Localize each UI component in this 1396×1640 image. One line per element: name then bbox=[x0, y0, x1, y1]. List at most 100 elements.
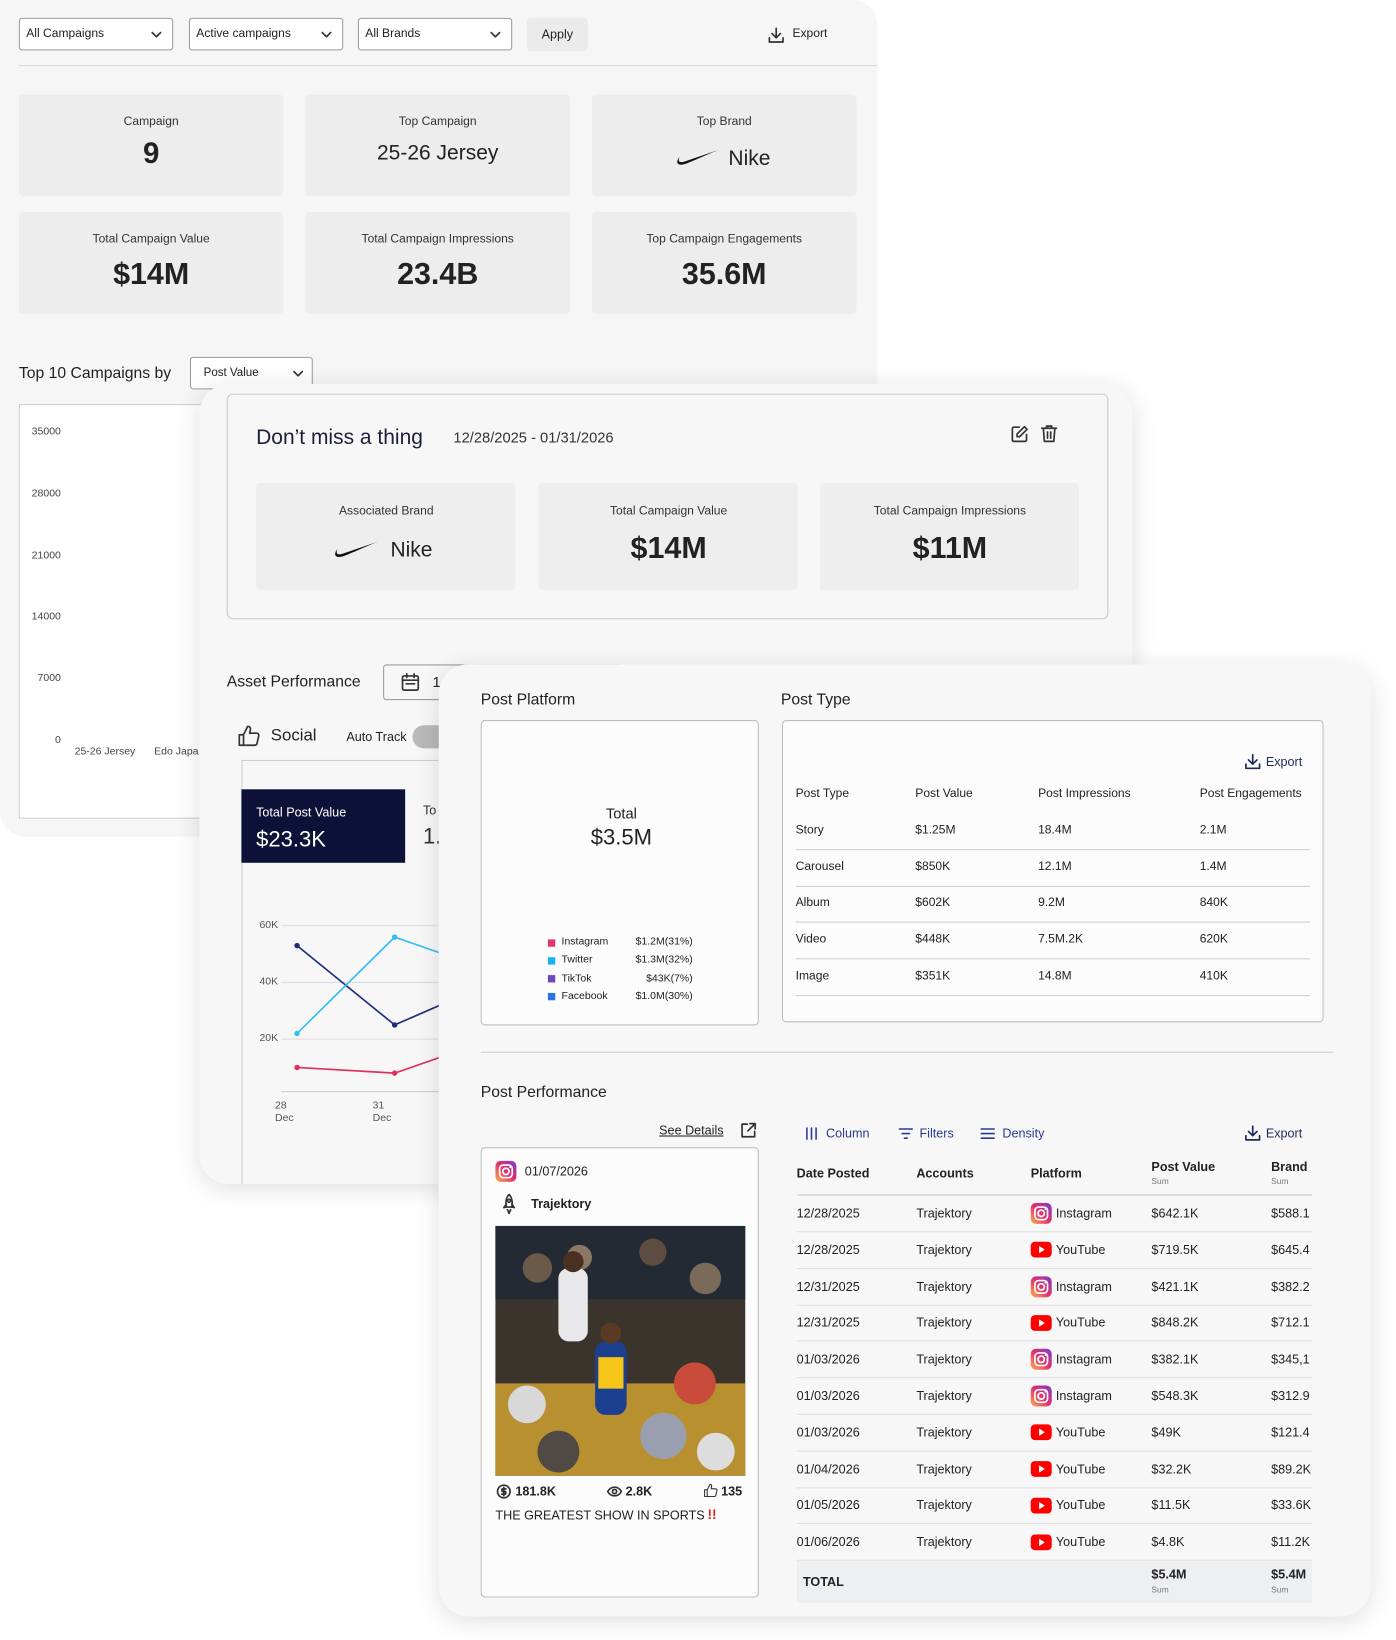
table-cell: YouTube bbox=[1055, 1461, 1106, 1477]
column-note: Sum bbox=[1271, 1176, 1289, 1187]
kpi-label: Total Campaign Impressions bbox=[873, 504, 1027, 518]
kpi-value: $14M bbox=[630, 531, 707, 566]
table-cell: $32.2K bbox=[1151, 1461, 1192, 1477]
chevron-part bbox=[490, 31, 501, 38]
instagram-icon-part bbox=[1034, 1352, 1049, 1367]
instagram-icon bbox=[1030, 1275, 1052, 1297]
table-cell: Trajektory bbox=[916, 1461, 972, 1477]
table-cell: 12/28/2025 bbox=[796, 1205, 860, 1221]
table-cell: $421.1K bbox=[1151, 1278, 1199, 1294]
total-row bbox=[796, 1560, 1313, 1603]
views-icon-part bbox=[606, 1486, 623, 1497]
post-image-part bbox=[639, 1238, 667, 1266]
post-image bbox=[495, 1225, 746, 1476]
export-label[interactable]: Export bbox=[1265, 1126, 1303, 1141]
filter-dropdown[interactable] bbox=[18, 17, 174, 51]
toolbar-icon-part bbox=[898, 1128, 914, 1139]
table-cell: 2.1M bbox=[1199, 824, 1227, 837]
filter-dropdown[interactable] bbox=[357, 17, 513, 51]
export-label[interactable]: Export bbox=[1265, 754, 1303, 770]
section-title: Post Type bbox=[780, 690, 851, 709]
delete-icon[interactable] bbox=[1040, 424, 1058, 443]
value-icon-part bbox=[500, 1486, 507, 1497]
summary-label: To bbox=[422, 802, 437, 818]
table-cell: Trajektory bbox=[916, 1205, 972, 1221]
y-tick-label: 35000 bbox=[31, 426, 61, 438]
table-cell: Trajektory bbox=[916, 1424, 972, 1440]
kpi-value: 9 bbox=[142, 136, 160, 170]
edit-icon-part bbox=[1011, 426, 1028, 443]
table-cell: 01/03/2026 bbox=[796, 1388, 860, 1404]
table-cell: 01/04/2026 bbox=[796, 1461, 860, 1477]
apply-label[interactable]: Apply bbox=[541, 27, 574, 42]
kpi-label: Total Campaign Impressions bbox=[361, 233, 514, 246]
calendar-icon-part bbox=[401, 673, 420, 685]
filter-label[interactable]: All Brands bbox=[365, 27, 421, 40]
dropdown-label[interactable]: Post Value bbox=[203, 366, 259, 380]
column-header: Brand bbox=[1271, 1159, 1308, 1175]
download-icon[interactable] bbox=[1245, 753, 1261, 770]
table-cell: 18.4M bbox=[1038, 824, 1072, 837]
toolbar-icon[interactable] bbox=[980, 1126, 995, 1141]
apply-button[interactable] bbox=[526, 17, 588, 52]
post-image-part bbox=[562, 1251, 584, 1273]
chevron-part bbox=[321, 31, 332, 38]
post-image-part bbox=[558, 1267, 588, 1342]
row-divider bbox=[796, 1486, 1313, 1488]
column-header: Post Engagements bbox=[1199, 787, 1302, 800]
toolbar-label[interactable]: Density bbox=[1002, 1126, 1045, 1141]
account-icon bbox=[502, 1193, 516, 1215]
summary-card bbox=[241, 789, 406, 863]
external-link-icon[interactable] bbox=[740, 1122, 757, 1139]
table-cell: YouTube bbox=[1055, 1242, 1106, 1258]
download-icon[interactable] bbox=[768, 27, 784, 43]
toolbar-label[interactable]: Filters bbox=[919, 1126, 954, 1141]
table-cell: $850K bbox=[915, 860, 951, 874]
table-cell: 12.1M bbox=[1038, 860, 1072, 874]
kpi-label: Top Brand bbox=[696, 115, 752, 129]
instagram-icon-part bbox=[1030, 1202, 1052, 1224]
table-cell: $645.4 bbox=[1271, 1242, 1310, 1258]
table-cell: 01/03/2026 bbox=[796, 1424, 860, 1440]
column-header: Platform bbox=[1030, 1165, 1082, 1181]
line-point bbox=[391, 934, 398, 940]
filter-label[interactable]: All Campaigns bbox=[26, 27, 105, 40]
table-cell: YouTube bbox=[1055, 1424, 1106, 1440]
metric-dropdown[interactable] bbox=[189, 356, 313, 390]
toolbar-icon[interactable] bbox=[898, 1126, 914, 1141]
legend-swatch bbox=[547, 938, 556, 947]
y-tick-label: 40K bbox=[259, 976, 279, 988]
kpi-label: Total Campaign Value bbox=[610, 504, 728, 518]
row-divider bbox=[795, 958, 1310, 960]
value-icon-part bbox=[496, 1484, 511, 1499]
table-cell: $448K bbox=[915, 933, 951, 946]
filter-dropdown[interactable] bbox=[188, 17, 344, 51]
export-label[interactable]: Export bbox=[792, 27, 828, 40]
row-divider bbox=[795, 994, 1310, 996]
donut-center-value: $3.5M bbox=[590, 825, 653, 850]
kpi-card bbox=[18, 212, 284, 314]
summary-label: Total Post Value bbox=[256, 804, 347, 820]
y-tick-label: 14000 bbox=[31, 611, 61, 623]
campaign-card bbox=[226, 393, 1109, 620]
data-table: Date Posted Accounts Platform Post Value Sum… bbox=[796, 1155, 1313, 1617]
table-cell: $642.1K bbox=[1151, 1205, 1199, 1221]
kpi-label: Total Campaign Value bbox=[92, 233, 210, 246]
table-cell: Instagram bbox=[1055, 1205, 1112, 1221]
instagram-icon-part bbox=[1044, 1354, 1047, 1357]
toolbar-icon[interactable] bbox=[805, 1126, 820, 1141]
post-image-part bbox=[508, 1385, 546, 1424]
table-cell: $602K bbox=[915, 896, 951, 910]
see-details-link[interactable]: See Details bbox=[659, 1122, 724, 1138]
instagram-icon-part bbox=[1030, 1385, 1052, 1407]
account-icon-part bbox=[506, 1198, 512, 1204]
filter-label[interactable]: Active campaigns bbox=[196, 27, 291, 40]
edit-icon[interactable] bbox=[1011, 425, 1029, 443]
table-cell: $382.2 bbox=[1271, 1278, 1310, 1294]
download-icon[interactable] bbox=[1245, 1125, 1261, 1141]
youtube-icon bbox=[1030, 1461, 1052, 1477]
chevron-part bbox=[293, 370, 304, 377]
toolbar-label[interactable]: Column bbox=[826, 1126, 870, 1141]
legend-label: TikTok bbox=[561, 972, 592, 985]
instagram-icon-part bbox=[498, 1164, 514, 1179]
